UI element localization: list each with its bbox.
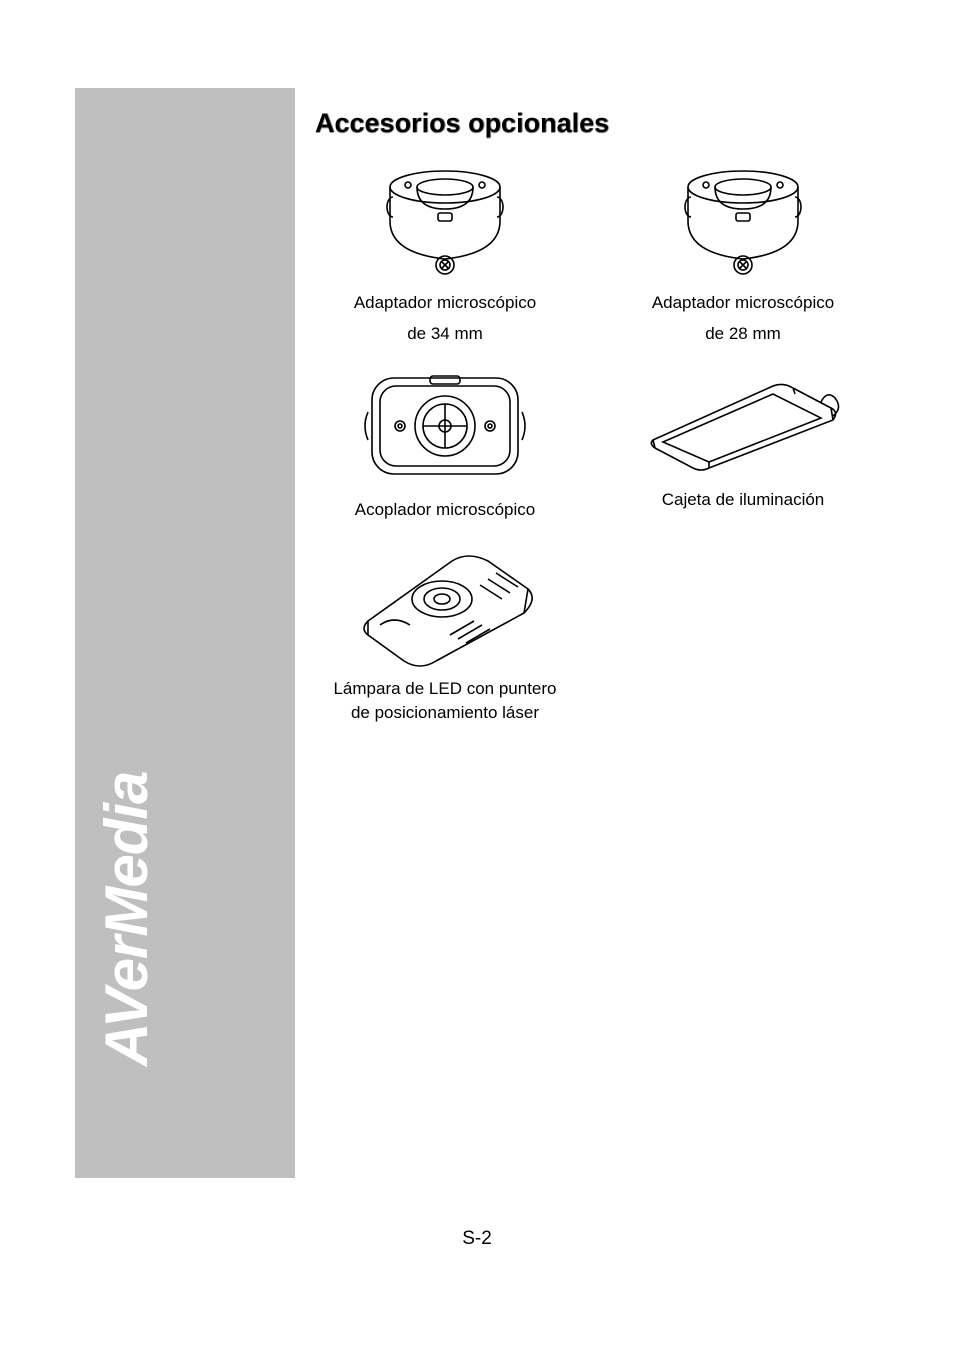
- adapter-28mm-icon: [678, 167, 808, 279]
- caption-line: de posicionamiento láser: [351, 703, 539, 722]
- caption-line: Lámpara de LED con puntero: [333, 679, 556, 698]
- content-area: Accesorios opcionales: [315, 108, 875, 725]
- item-adapter-28mm: Adaptador microscópico de 28 mm: [613, 167, 873, 350]
- item-lightbox: Cajeta de iluminación: [613, 368, 873, 525]
- caption: Adaptador microscópico de 28 mm: [652, 287, 834, 350]
- caption-line: Adaptador microscópico: [652, 293, 834, 312]
- coupler-icon: [360, 368, 530, 486]
- item-coupler: Acoplador microscópico: [315, 368, 575, 525]
- item-led-lamp: Lámpara de LED con puntero de posicionam…: [315, 543, 575, 725]
- caption: Adaptador microscópico de 34 mm: [354, 287, 536, 350]
- brand-logo-text: AVerMedia: [92, 772, 161, 1066]
- accessories-grid: Adaptador microscópico de 34 mm: [315, 167, 875, 725]
- caption-line: de 34 mm: [407, 324, 483, 343]
- caption-line: Cajeta de iluminación: [662, 490, 825, 509]
- caption: Lámpara de LED con puntero de posicionam…: [333, 677, 556, 725]
- item-adapter-34mm: Adaptador microscópico de 34 mm: [315, 167, 575, 350]
- caption-line: Adaptador microscópico: [354, 293, 536, 312]
- page-number: S-2: [0, 1228, 954, 1250]
- lightbox-icon: [643, 368, 843, 476]
- caption: Acoplador microscópico: [355, 494, 535, 525]
- adapter-34mm-icon: [380, 167, 510, 279]
- section-heading: Accesorios opcionales: [315, 108, 875, 139]
- caption-line: Acoplador microscópico: [355, 500, 535, 519]
- caption-line: de 28 mm: [705, 324, 781, 343]
- caption: Cajeta de iluminación: [662, 484, 825, 515]
- led-lamp-icon: [350, 543, 540, 673]
